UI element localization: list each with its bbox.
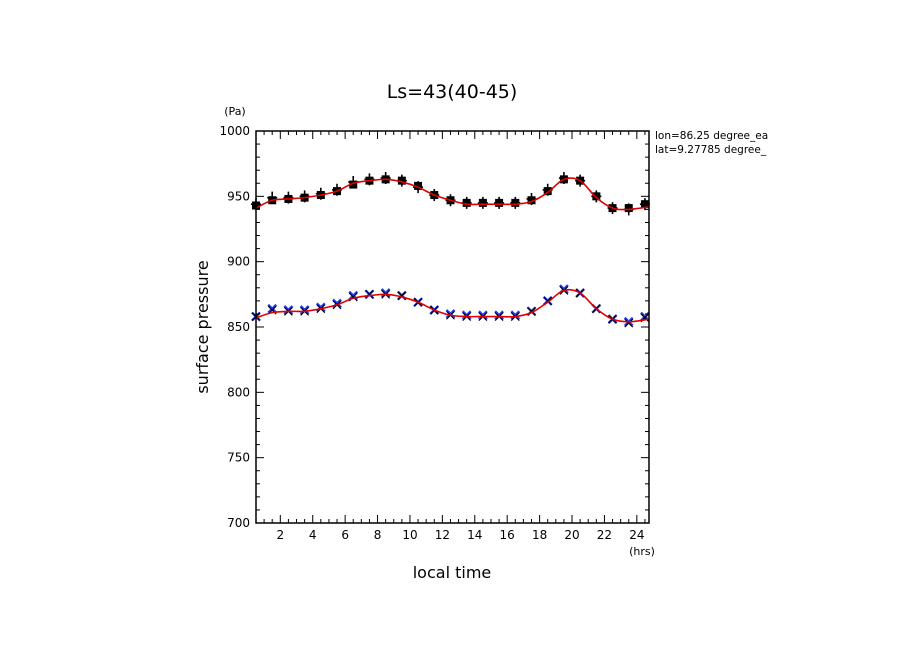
plot-frame [255, 130, 650, 524]
y-tick-label: 950 [227, 189, 250, 203]
data-point-x [380, 288, 391, 298]
data-point-x [315, 302, 326, 313]
x-unit-label: (hrs) [629, 545, 655, 558]
fit-curve [255, 288, 650, 323]
x-tick-label: 12 [435, 528, 450, 542]
y-tick-label: 700 [227, 516, 250, 530]
data-point-x [461, 310, 472, 321]
data-point-square [495, 198, 504, 207]
x-tick-label: 8 [374, 528, 382, 542]
data-point-square [478, 198, 487, 207]
y-tick-label: 750 [227, 451, 250, 465]
y-tick-label: 800 [227, 385, 250, 399]
y-axis-label: surface pressure [193, 260, 212, 393]
data-point-square [349, 180, 358, 189]
data-point-x [365, 289, 374, 299]
x-tick-label: 18 [532, 528, 547, 542]
chart-title: Ls=43(40-45) [387, 81, 518, 103]
x-tick-label: 6 [341, 528, 349, 542]
data-point-square [527, 196, 536, 205]
data-point-square [624, 204, 633, 213]
data-point-x [445, 309, 456, 319]
x-tick-label: 2 [276, 528, 284, 542]
data-point-square [462, 198, 471, 207]
data-point-x [267, 303, 278, 314]
x-tick-label: 14 [467, 528, 482, 542]
data-point-x [478, 310, 488, 321]
data-point-square [592, 192, 601, 201]
x-tick-label: 4 [309, 528, 317, 542]
data-point-square [511, 198, 520, 207]
x-tick-label: 22 [597, 528, 612, 542]
y-tick-label: 1000 [219, 124, 250, 138]
data-point-square [543, 187, 552, 196]
x-tick-label: 16 [500, 528, 515, 542]
lon-annotation: lon=86.25 degree_ea [655, 130, 768, 142]
y-tick-label: 850 [227, 320, 250, 334]
x-tick-label: 24 [629, 528, 644, 542]
data-point-x [494, 310, 504, 321]
data-point-square [640, 200, 649, 209]
fit-curve [255, 177, 650, 211]
data-point-square [397, 176, 406, 185]
y-tick-label: 900 [227, 255, 250, 269]
lat-annotation: lat=9.27785 degree_ [655, 144, 767, 156]
data-point-x [283, 305, 294, 315]
x-axis-label: local time [413, 563, 492, 582]
data-point-x [510, 310, 521, 321]
x-tick-label: 10 [402, 528, 417, 542]
data-point-x [299, 305, 310, 315]
data-point-square [414, 181, 423, 190]
x-tick-label: 20 [564, 528, 579, 542]
y-unit-label: (Pa) [224, 105, 245, 118]
data-point-x [624, 318, 634, 328]
